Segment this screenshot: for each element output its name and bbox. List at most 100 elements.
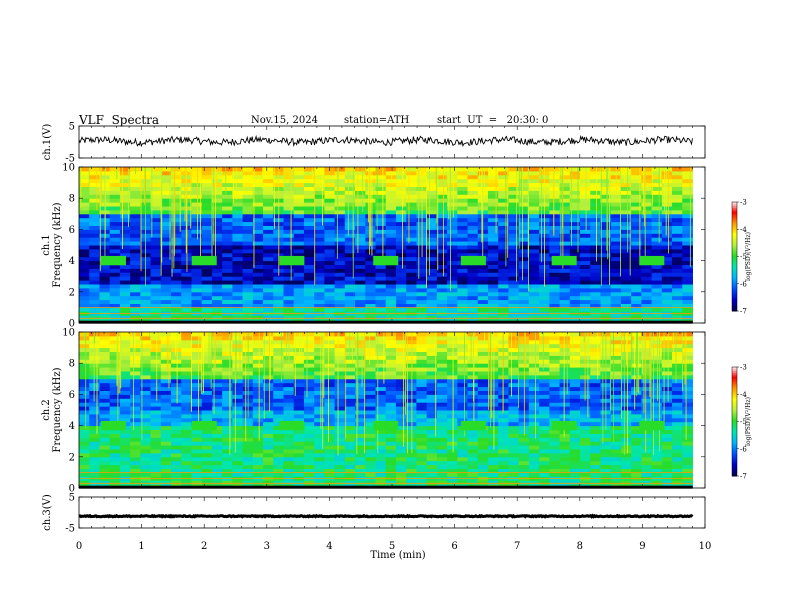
- spectrogram-cell: [314, 233, 325, 238]
- spectrogram-cell: [201, 398, 213, 403]
- spectrogram-cell: [181, 287, 192, 293]
- spectrogram-cell: [508, 413, 520, 419]
- spectrogram-cell: [130, 307, 141, 312]
- spectrogram-cell: [79, 307, 90, 312]
- spectrogram-cell: [160, 347, 172, 352]
- spectrogram-cell: [283, 433, 295, 438]
- spectrogram-cell: [487, 382, 499, 388]
- spectrogram-cell: [651, 410, 663, 415]
- spectrogram-cell: [283, 307, 295, 312]
- spectrogram-cell: [109, 178, 121, 184]
- spectrogram-cell: [334, 186, 346, 191]
- spectrogram-cell: [651, 315, 663, 320]
- spectrogram-cell: [661, 284, 673, 289]
- spectrogram-cell: [631, 413, 642, 419]
- spectrogram-cell: [508, 390, 520, 395]
- spectrogram-cell: [79, 433, 90, 438]
- spectrogram-cell: [109, 374, 121, 380]
- spectrogram-cell: [436, 284, 448, 289]
- spectrogram-cell: [672, 410, 683, 415]
- spectrogram-cell: [600, 233, 612, 238]
- spectrogram-cell: [232, 260, 244, 265]
- spectrogram-cell: [119, 178, 131, 184]
- spectrogram-cell: [600, 264, 612, 269]
- spectrogram-cell: [539, 452, 550, 458]
- spectrogram-cell: [498, 425, 509, 430]
- spectrogram-cell: [661, 291, 673, 297]
- spectrogram-cell: [426, 315, 438, 320]
- spectrogram-cell: [569, 394, 581, 399]
- spectrogram-cell: [263, 421, 274, 427]
- spectrogram-cell: [344, 382, 356, 388]
- spectrogram-cell: [232, 425, 244, 430]
- spectrogram-cell: [355, 167, 366, 172]
- spectrogram-cell: [426, 371, 438, 376]
- spectrogram-cell: [79, 343, 90, 349]
- transmitter-pulse: [373, 255, 399, 266]
- spectrogram-cell: [385, 229, 397, 234]
- spectrogram-cell: [181, 367, 192, 372]
- spectrogram-cell: [661, 252, 673, 258]
- spectrogram-cell: [79, 429, 90, 434]
- spectrogram-cell: [191, 182, 203, 187]
- spectrogram-cell: [620, 351, 632, 356]
- spectrogram-cell: [160, 178, 172, 184]
- spectrogram-cell: [263, 460, 274, 466]
- spectrogram-cell: [549, 374, 561, 380]
- spectrogram-cell: [324, 480, 336, 485]
- spectrogram-cell: [99, 472, 111, 477]
- spectrogram-cell: [477, 460, 489, 466]
- spectrogram-cell: [334, 291, 346, 297]
- spectrogram-cell: [109, 248, 121, 254]
- spectrogram-cell: [365, 268, 377, 273]
- spectrogram-cell: [467, 237, 479, 242]
- spectrogram-cell: [385, 363, 397, 368]
- spectrogram-cell: [89, 417, 100, 423]
- spectrogram-cell: [252, 441, 264, 446]
- spectrogram-cell: [477, 445, 489, 450]
- spectrogram-cell: [436, 343, 448, 349]
- spectrogram-cell: [191, 229, 203, 234]
- spectrogram-cell: [436, 280, 448, 285]
- spectrogram-cell: [160, 182, 172, 187]
- spectrogram-cell: [682, 252, 693, 258]
- spectrogram-cell: [89, 315, 100, 320]
- spectrogram-cell: [252, 374, 264, 380]
- spectrogram-cell: [171, 198, 182, 203]
- spectrogram-cell: [610, 229, 622, 234]
- spectrogram-cell: [620, 272, 632, 277]
- spectrogram-cell: [477, 307, 489, 312]
- spectrogram-cell: [620, 198, 632, 203]
- spectrogram-cell: [487, 452, 499, 458]
- spectrogram-cell: [559, 225, 571, 230]
- spectrogram-cell: [89, 425, 100, 430]
- spectrogram-cell: [447, 398, 458, 403]
- spectrogram-cell: [580, 209, 591, 215]
- spectrogram-cell: [395, 170, 407, 176]
- spectrogram-cell: [487, 445, 499, 450]
- spectrogram-cell: [477, 441, 489, 446]
- spectrogram-cell: [600, 213, 612, 219]
- spectrogram-cell: [518, 303, 530, 308]
- spectrogram-cell: [99, 272, 111, 277]
- spectrogram-cell: [283, 217, 295, 223]
- spectrogram-cell: [610, 468, 622, 473]
- spectrogram-cell: [252, 303, 264, 308]
- spectrogram-cell: [406, 456, 417, 462]
- spectrogram-cell: [171, 268, 182, 273]
- spectrogram-cell: [661, 406, 673, 411]
- spectrogram-cell: [426, 237, 438, 242]
- spectrogram-cell: [539, 406, 550, 411]
- spectrogram-cell: [303, 198, 315, 203]
- spectrogram-cell: [580, 452, 591, 458]
- spectrogram-cell: [314, 225, 325, 230]
- spectrogram-cell: [293, 206, 305, 211]
- spectrogram-cell: [447, 363, 458, 368]
- spectrogram-cell: [252, 280, 264, 285]
- spectrogram-cell: [211, 468, 223, 473]
- spectrogram-cell: [171, 363, 182, 368]
- spectrogram-cell: [508, 256, 520, 262]
- spectrogram-cell: [263, 178, 274, 184]
- spectrogram-cell: [590, 260, 601, 265]
- spectrogram-cell: [682, 425, 693, 430]
